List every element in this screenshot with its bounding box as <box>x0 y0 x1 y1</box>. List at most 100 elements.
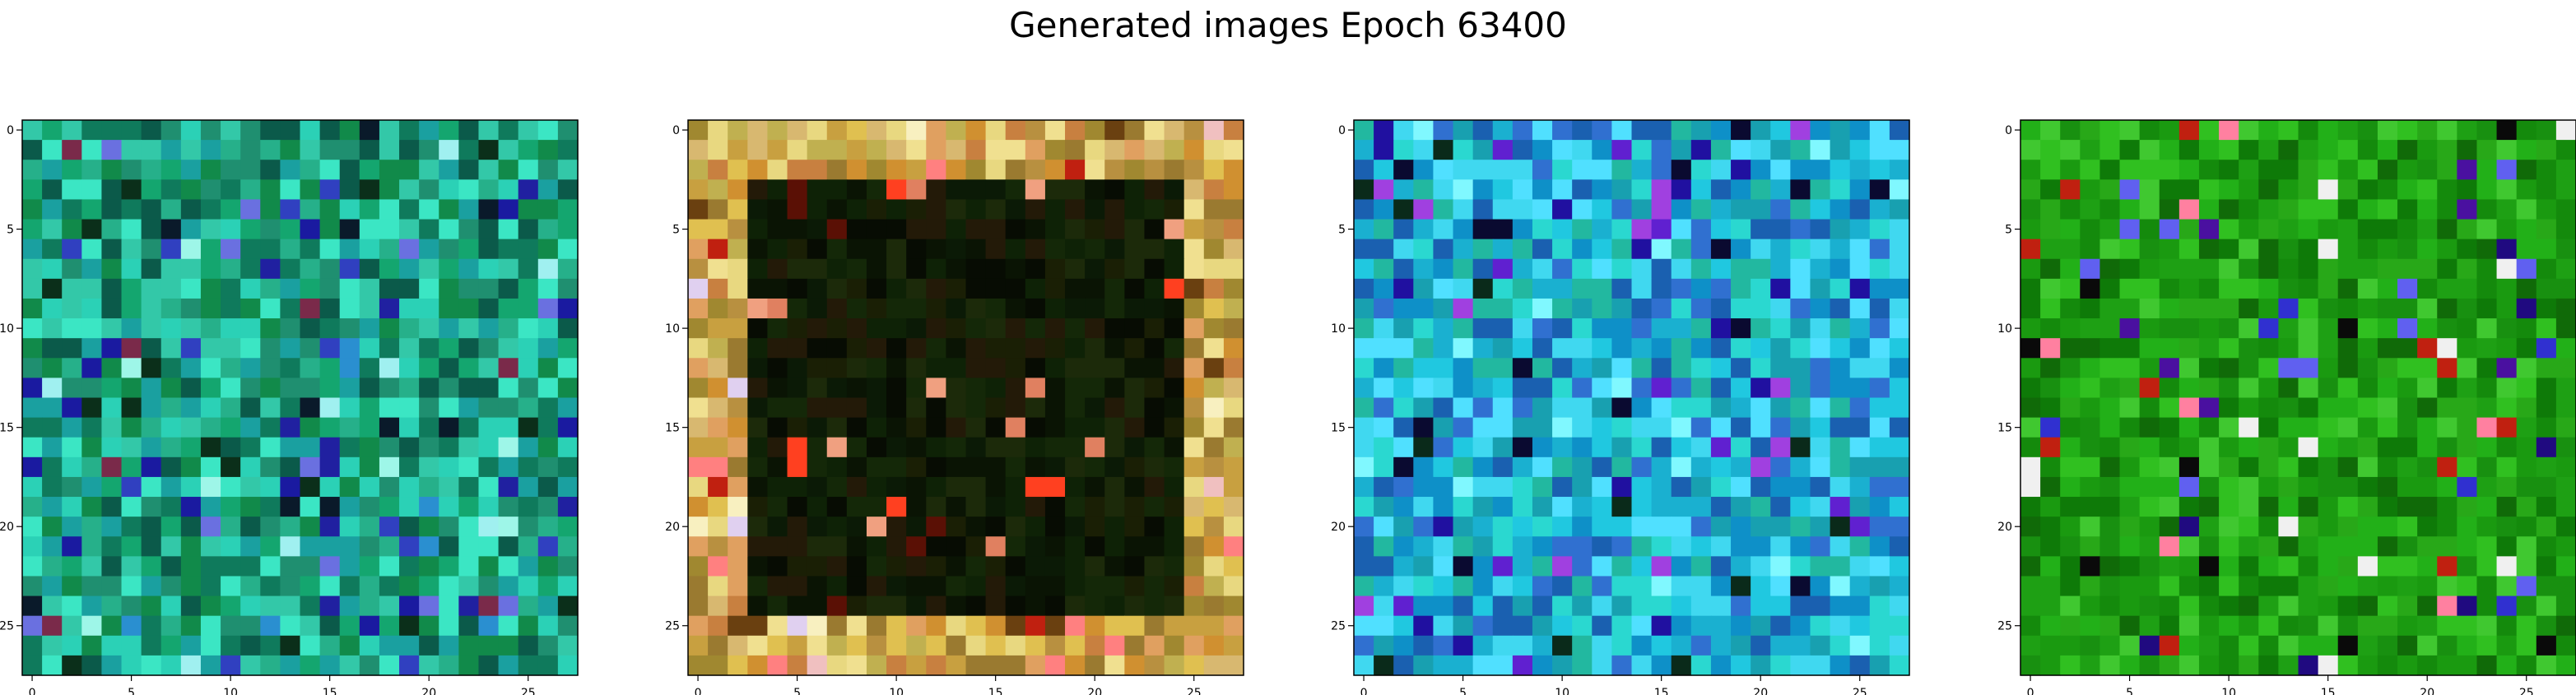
pixel-cell <box>1710 576 1732 597</box>
pixel-cell <box>1413 219 1434 240</box>
pixel-cell <box>1790 358 1811 378</box>
pixel-cell <box>42 219 63 240</box>
pixel-cell <box>1690 417 1712 438</box>
pixel-cell <box>2040 595 2061 617</box>
pixel-cell <box>300 120 321 141</box>
pixel-cell <box>1532 635 1553 656</box>
pixel-cell <box>787 576 808 597</box>
pixel-cell <box>1552 378 1573 399</box>
pixel-cell <box>300 140 321 160</box>
pixel-cell <box>240 160 261 180</box>
pixel-cell <box>2457 318 2478 339</box>
pixel-cell <box>2318 179 2339 201</box>
pixel-cell <box>807 655 828 676</box>
pixel-cell <box>807 397 828 419</box>
pixel-cell <box>1552 298 1573 319</box>
pixel-cell <box>946 635 967 656</box>
pixel-cell <box>1492 140 1514 160</box>
pixel-cell <box>1790 595 1811 617</box>
pixel-cell <box>121 476 142 498</box>
pixel-cell <box>2198 338 2220 359</box>
pixel-cell <box>379 160 400 180</box>
pixel-cell <box>1710 219 1732 240</box>
pixel-cell <box>1592 595 1612 617</box>
pixel-cell <box>458 497 480 517</box>
pixel-cell <box>1203 615 1225 637</box>
pixel-cell <box>478 179 500 201</box>
pixel-cell <box>1085 179 1105 201</box>
y-tick-label: 15 <box>0 422 14 435</box>
pixel-cell <box>1183 219 1205 240</box>
pixel-cell <box>1651 358 1672 378</box>
pixel-cell <box>2119 318 2141 339</box>
pixel-cell <box>1512 239 1533 260</box>
pixel-cell <box>1690 595 1712 617</box>
pixel-cell <box>1532 298 1553 319</box>
pixel-cell <box>1830 595 1851 617</box>
pixel-cell <box>101 576 123 597</box>
pixel-cell <box>2198 456 2220 478</box>
pixel-cell <box>42 476 63 498</box>
pixel-cell <box>2198 278 2220 299</box>
pixel-cell <box>1085 595 1105 617</box>
pixel-cell <box>2080 497 2101 517</box>
pixel-cell <box>2060 378 2081 399</box>
pixel-cell <box>2278 615 2299 637</box>
pixel-cell <box>826 476 848 498</box>
pixel-cell <box>1203 556 1225 577</box>
pixel-cell <box>1144 199 1165 220</box>
pixel-cell <box>2099 476 2121 498</box>
pixel-cell <box>141 556 162 577</box>
pixel-cell <box>1572 199 1593 220</box>
pixel-cell <box>2476 476 2498 498</box>
pixel-cell <box>747 219 769 240</box>
pixel-cell <box>439 497 459 517</box>
pixel-cell <box>2258 278 2279 299</box>
pixel-cell <box>300 338 321 359</box>
pixel-cell <box>2397 497 2418 517</box>
pixel-cell <box>2555 437 2576 458</box>
pixel-cell <box>2159 199 2180 220</box>
pixel-cell <box>1413 358 1434 378</box>
pixel-cell <box>2555 258 2576 280</box>
pixel-cell <box>2555 456 2576 478</box>
pixel-cell <box>200 497 221 517</box>
pixel-cell <box>2080 517 2101 537</box>
pixel-cell <box>121 556 142 577</box>
pixel-cell <box>1183 476 1205 498</box>
pixel-cell <box>1592 576 1612 597</box>
pixel-cell <box>160 219 182 240</box>
pixel-cell <box>965 635 987 656</box>
pixel-cell <box>1183 417 1205 438</box>
pixel-cell <box>826 358 848 378</box>
pixel-cell <box>1085 456 1105 478</box>
pixel-cell <box>478 655 500 676</box>
pixel-cell <box>2298 298 2319 319</box>
pixel-cell <box>866 318 887 339</box>
pixel-cell <box>2496 298 2518 319</box>
pixel-cell <box>688 179 709 201</box>
pixel-cell <box>200 397 221 419</box>
pixel-cell <box>240 556 261 577</box>
pixel-cell <box>1472 179 1494 201</box>
pixel-cell <box>200 417 221 438</box>
pixel-cell <box>1144 338 1165 359</box>
pixel-cell <box>985 615 1007 637</box>
pixel-cell <box>1552 417 1573 438</box>
pixel-cell <box>2555 219 2576 240</box>
pixel-cell <box>557 615 579 637</box>
pixel-cell <box>1671 239 1692 260</box>
pixel-cell <box>1690 298 1712 319</box>
pixel-cell <box>2020 517 2041 537</box>
pixel-cell <box>1849 378 1871 399</box>
pixel-cell <box>1223 536 1244 557</box>
pixel-cell <box>846 635 867 656</box>
pixel-cell <box>886 140 907 160</box>
pixel-cell <box>2357 576 2378 597</box>
pixel-cell <box>2318 576 2339 597</box>
pixel-cell <box>728 556 748 577</box>
pixel-cell <box>886 635 907 656</box>
x-tick-label: 25 <box>2519 687 2534 695</box>
pixel-cell <box>1512 199 1533 220</box>
pixel-cell <box>1572 378 1593 399</box>
